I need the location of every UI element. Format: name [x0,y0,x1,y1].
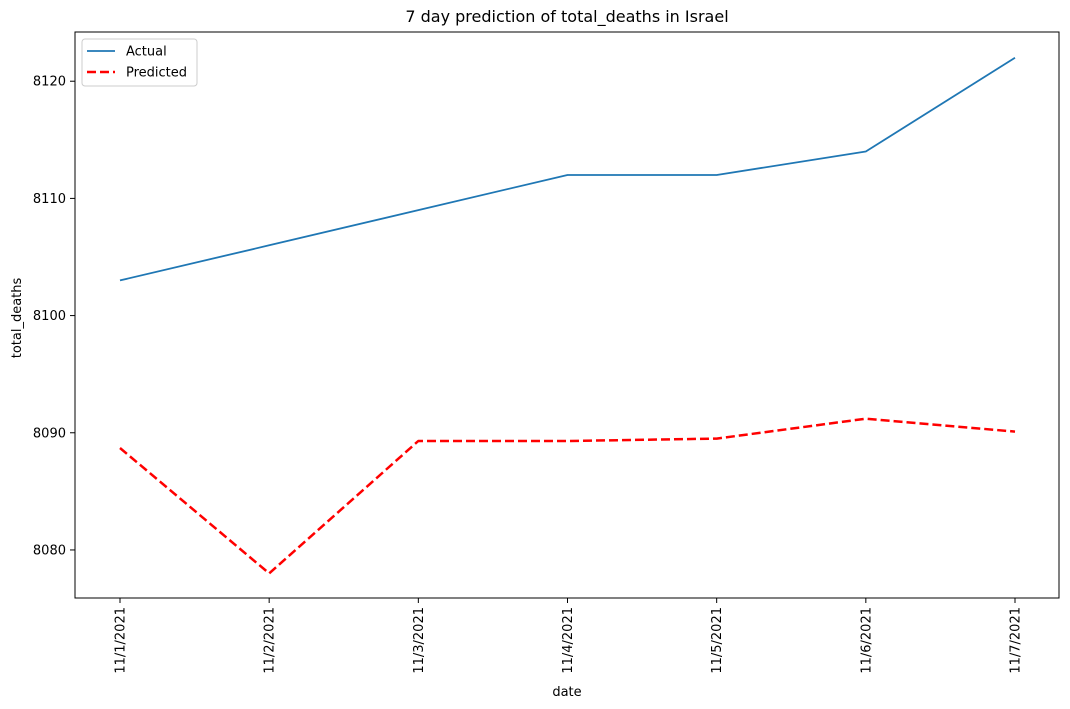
legend: Actual Predicted [81,38,198,87]
legend-label-predicted: Predicted [126,66,187,81]
y-tick-label: 8090 [33,426,66,441]
x-tick-label: 11/4/2021 [561,607,576,674]
plot-area: 8080 8090 8100 8110 8120 11/1/2021 11/2/2021 11… [33,31,1060,674]
y-tick-label: 8080 [33,543,66,558]
plot-frame [74,31,1060,599]
x-tick-label: 11/7/2021 [1009,607,1024,674]
series-line-actual [119,57,1016,282]
x-tick-label: 11/1/2021 [114,607,129,674]
x-axis-title: date [552,685,581,700]
x-tick-label: 11/2/2021 [263,607,278,674]
x-tick-label: 11/6/2021 [859,607,874,674]
legend-label-actual: Actual [126,45,167,60]
x-tick-label: 11/3/2021 [412,607,427,674]
y-tick-label: 8110 [33,192,66,207]
y-axis-title: total_deaths [10,278,25,359]
chart-title: 7 day prediction of total_deaths in Isra… [405,7,728,27]
y-tick-label: 8100 [33,309,66,324]
y-tick-label: 8120 [33,75,66,90]
series-line-predicted [119,417,1016,575]
x-tick-label: 11/5/2021 [710,607,725,674]
